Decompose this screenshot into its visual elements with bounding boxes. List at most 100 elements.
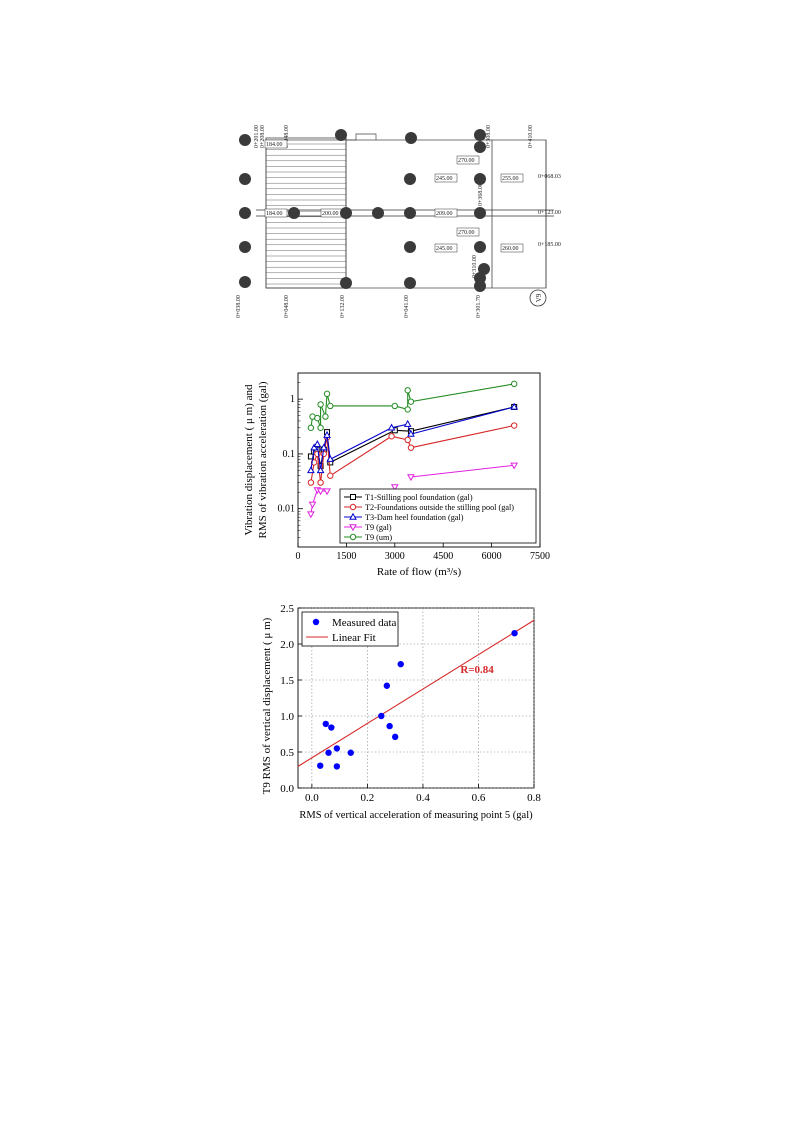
plan-box [434, 173, 458, 183]
data-point [391, 402, 399, 410]
data-point [333, 763, 341, 770]
measuring-point-dot [340, 207, 352, 219]
data-point [308, 501, 317, 509]
measuring-point-dot [239, 207, 251, 219]
legend-label: Measured data [332, 617, 397, 629]
fit-chart-figure: 0.0 0.2 0.4 0.6 0.8 0.0 0.5 1.0 1.5 2.0 2.5 RMS of … [236, 600, 556, 832]
plan-box [456, 227, 480, 237]
legend-box [301, 611, 399, 647]
data-point [404, 436, 411, 444]
data-point [510, 422, 518, 429]
y-axis-label: RMS of vibration acceleration (gal) [257, 381, 269, 538]
measuring-point-dot [404, 277, 416, 289]
legend-marker [350, 494, 356, 500]
data-point [403, 419, 412, 427]
x-axis-label: Rate of flow (m³/s) [377, 566, 462, 578]
x-tick-label: 3000 [385, 551, 405, 562]
legend-label: T1-Stilling pool foundation (gal) [365, 493, 473, 502]
data-point [397, 660, 404, 668]
plan-box [500, 173, 524, 183]
plan-bottom-label: 0+041.00 [404, 295, 410, 318]
y-tick-label: 2.5 [280, 603, 294, 615]
plan-box-label: 245.00 [436, 176, 453, 182]
x-tick-label: 0 [296, 551, 301, 562]
y-tick-label: 1.0 [280, 711, 294, 723]
measuring-point-dot [239, 276, 251, 288]
plan-bottom-label: 0+132.00 [340, 295, 346, 318]
legend-marker [349, 503, 357, 511]
plan-right-label: 0+068.03 [538, 174, 561, 180]
plan-box-label: 255.00 [502, 176, 519, 182]
data-point [310, 443, 318, 451]
x-tick-label: 0.2 [361, 792, 375, 804]
legend-marker [312, 618, 320, 626]
y-tick-label: 2.0 [280, 639, 294, 651]
plan-box [434, 243, 458, 253]
badge-label: V9 [535, 293, 543, 302]
fit-line [297, 619, 535, 767]
plan-bottom-label: 0+301.70 [476, 295, 482, 318]
x-tick-label: 1500 [336, 551, 356, 562]
data-point [316, 466, 325, 474]
data-point [322, 413, 329, 420]
plan-top-label: 0+048.00 [284, 125, 290, 148]
measuring-point-dot [405, 132, 417, 144]
data-point [347, 749, 354, 756]
series-4 [307, 462, 519, 519]
plan-bottom-label: 0+048.00 [284, 295, 290, 318]
data-point [407, 444, 415, 451]
plan-box-label: 270.00 [458, 230, 475, 236]
plan-box-label: 270.00 [458, 158, 475, 164]
measuring-point-dot [239, 241, 251, 253]
y-tick-label: 1 [290, 394, 295, 405]
measuring-point-dot [474, 207, 486, 219]
plan-figure: 0+201.00 0+208.00 0+048.00 0+308.00 0+410.00… [236, 118, 566, 333]
data-point [320, 450, 328, 458]
y-tick-label: 0.5 [280, 747, 294, 759]
data-point [307, 479, 315, 486]
plan-box-label: 245.00 [436, 246, 453, 252]
plan-box-label: 260.00 [502, 246, 519, 252]
data-point [316, 488, 325, 496]
measuring-point-dot [335, 129, 347, 141]
data-point [322, 720, 329, 728]
measuring-point-dot [239, 134, 251, 146]
plan-box [264, 208, 288, 218]
data-point [317, 762, 324, 769]
plan-inner-label: 0+368.00 [478, 183, 484, 206]
x-tick-label: 4500 [433, 551, 453, 562]
measuring-point-dot [404, 207, 416, 219]
data-point [383, 682, 391, 689]
measuring-point-dot [474, 173, 486, 185]
legend-marker [349, 512, 357, 520]
plan-top-label: 0+208.00 [260, 125, 266, 148]
series-5 [307, 380, 518, 431]
data-point [307, 424, 315, 431]
data-point [387, 423, 396, 431]
data-point [307, 466, 315, 474]
measuring-point-dot [404, 241, 416, 253]
data-point [404, 387, 411, 394]
measuring-point-dot [404, 173, 416, 185]
data-point [510, 462, 519, 470]
measuring-point-dot [474, 129, 486, 141]
legend-marker [349, 524, 357, 532]
x-tick-label: 0.0 [305, 792, 319, 804]
plan-box [456, 155, 480, 165]
data-point [378, 712, 385, 720]
plan-box-label: 184.00 [266, 142, 283, 148]
r-annotation: R=0.84 [460, 664, 494, 676]
y-tick-label: 1.5 [280, 675, 294, 687]
flow-chart: 0 1500 3000 4500 6000 7500 0.01 0.1 1 Rate of flo… [243, 372, 550, 578]
plan-box-label: 200.00 [322, 211, 339, 217]
measuring-point-dot [239, 173, 251, 185]
data-point [319, 443, 328, 451]
legend-label: T2-Foundations outside the stilling pool… [365, 503, 514, 512]
data-point [407, 474, 415, 482]
plan-right-label: 0+123.00 [538, 210, 561, 216]
data-point [307, 511, 315, 519]
y-axis-label: T9 RMS of vertical displacement ( μ m) [261, 617, 273, 794]
data-point [333, 745, 341, 752]
plan-inner-label: 0+310.00 [472, 255, 478, 278]
legend-label: Linear Fit [332, 632, 376, 644]
